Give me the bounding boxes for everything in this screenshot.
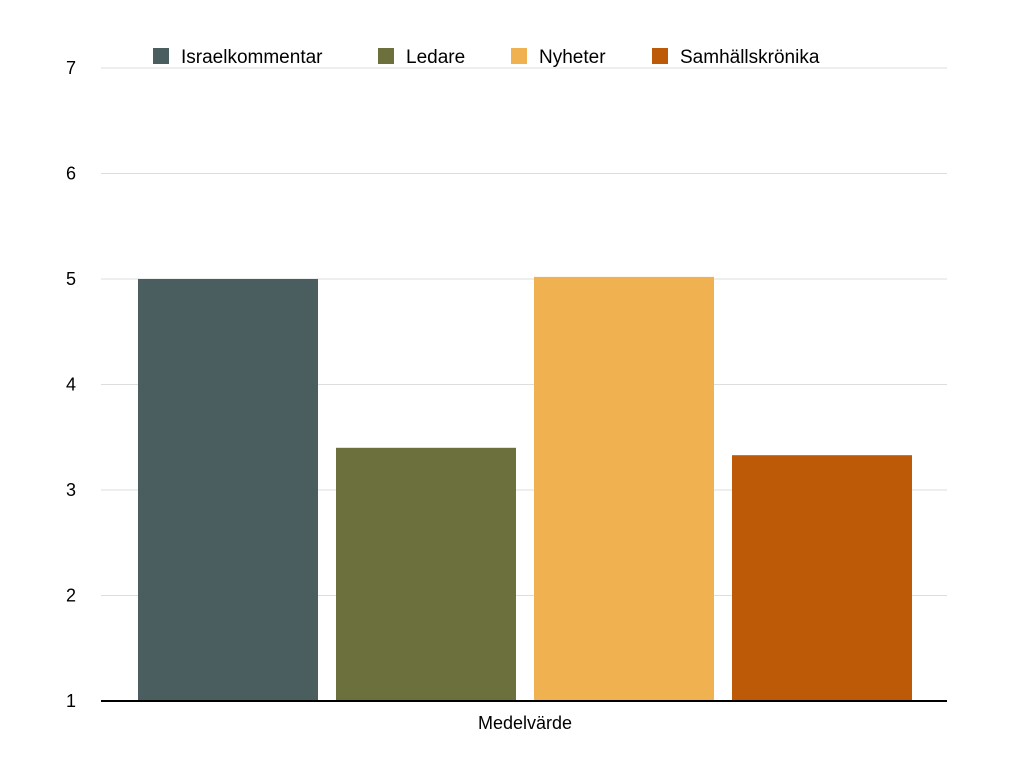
legend-label: Ledare xyxy=(406,47,465,68)
legend-label: Israelkommentar xyxy=(181,47,323,68)
x-axis-labels: Medelvärde xyxy=(478,713,572,733)
legend: Israelkommentar Ledare Nyheter Samhällskrön… xyxy=(153,47,820,68)
bar-samhällskrönika xyxy=(732,455,912,701)
y-tick-label: 7 xyxy=(66,58,76,78)
bar-israelkommentar xyxy=(138,279,318,701)
y-tick-label: 5 xyxy=(66,269,76,289)
y-tick-label: 3 xyxy=(66,480,76,500)
x-category-label: Medelvärde xyxy=(478,713,572,733)
y-tick-label: 1 xyxy=(66,691,76,711)
y-tick-label: 4 xyxy=(66,375,76,395)
legend-swatch-samhällskrönika xyxy=(652,48,668,64)
legend-label: Nyheter xyxy=(539,47,606,68)
legend-swatch-israelkommentar xyxy=(153,48,169,64)
y-axis-ticks: 1 2 3 4 5 6 7 xyxy=(66,58,76,711)
y-tick-label: 2 xyxy=(66,586,76,606)
bars xyxy=(138,276,912,701)
legend-swatch-nyheter xyxy=(511,48,527,64)
bar-nyheter xyxy=(534,276,714,701)
y-tick-label: 6 xyxy=(66,164,76,184)
legend-label: Samhällskrönika xyxy=(680,47,820,68)
bar-ledare xyxy=(336,447,516,701)
legend-swatch-ledare xyxy=(378,48,394,64)
